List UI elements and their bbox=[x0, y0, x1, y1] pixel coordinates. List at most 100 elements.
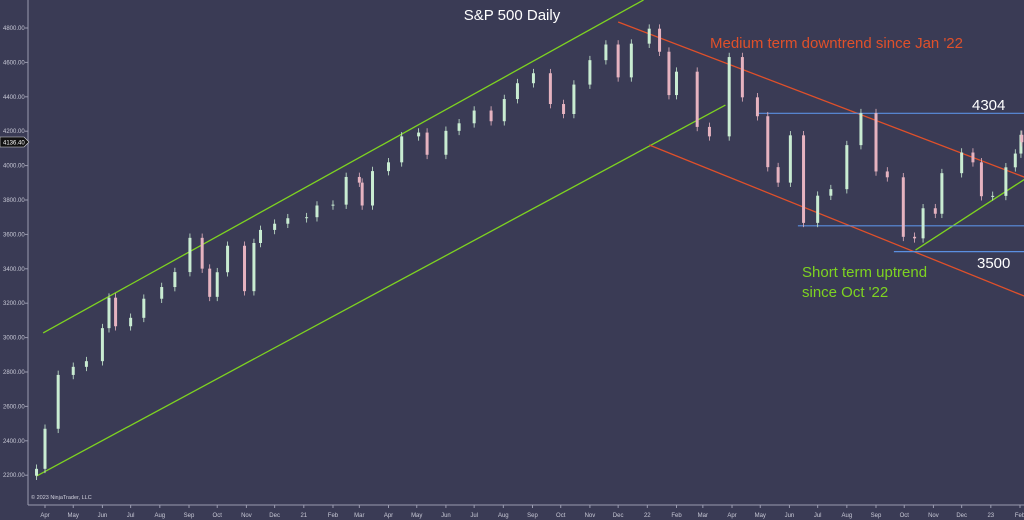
candle-body bbox=[562, 104, 566, 114]
x-tick-label: Feb bbox=[328, 513, 339, 519]
candle-body bbox=[991, 195, 995, 197]
candle-body bbox=[901, 177, 905, 237]
candle-body bbox=[315, 205, 319, 218]
candle-body bbox=[727, 57, 731, 137]
y-tick-label: 4600.00 bbox=[3, 60, 25, 66]
x-tick-label: Oct bbox=[213, 513, 223, 519]
candle-body bbox=[874, 113, 878, 172]
candle-body bbox=[674, 71, 678, 96]
candle-body bbox=[71, 366, 75, 375]
candle-body bbox=[215, 272, 219, 297]
y-tick-label: 3200.00 bbox=[3, 301, 25, 307]
candle-body bbox=[417, 132, 421, 137]
candle-body bbox=[515, 83, 519, 100]
y-tick-label: 2200.00 bbox=[3, 473, 25, 479]
candle-body bbox=[273, 223, 277, 230]
chart-title: S&P 500 Daily bbox=[464, 7, 561, 24]
x-tick-label: Mar bbox=[698, 513, 708, 519]
x-tick-label: Jul bbox=[470, 513, 478, 519]
candle-body bbox=[859, 113, 863, 146]
x-tick-label: May bbox=[755, 513, 766, 519]
y-tick-label: 3000.00 bbox=[3, 336, 25, 342]
x-tick-label: Jul bbox=[127, 513, 135, 519]
candle-body bbox=[371, 171, 375, 206]
x-tick-label: Apr bbox=[40, 513, 49, 519]
y-tick-label: 4400.00 bbox=[3, 95, 25, 101]
long-channel-upper-line bbox=[42, 0, 644, 334]
candle-body bbox=[243, 245, 247, 292]
candle-body bbox=[188, 237, 192, 273]
candle-body bbox=[960, 152, 964, 174]
candle-body bbox=[740, 57, 744, 98]
candle-body bbox=[802, 135, 806, 223]
x-tick-label: Oct bbox=[900, 513, 910, 519]
candle-body bbox=[160, 287, 164, 299]
annotation-uptrend-1: Short term uptrend bbox=[802, 264, 927, 281]
candle-body bbox=[400, 136, 404, 163]
x-tick-label: Sep bbox=[527, 513, 538, 519]
candle-body bbox=[755, 97, 759, 117]
level-label-3500: 3500 bbox=[977, 255, 1010, 272]
candle-body bbox=[940, 173, 944, 214]
y-tick-label: 4000.00 bbox=[3, 164, 25, 170]
candle-body bbox=[1004, 167, 1008, 196]
x-tick-label: 22 bbox=[644, 513, 651, 519]
candle-body bbox=[107, 297, 111, 329]
candle-body bbox=[667, 51, 671, 96]
candle-body bbox=[885, 171, 889, 178]
copyright: © 2023 NinjaTrader, LLC bbox=[31, 494, 92, 501]
x-tick-label: 23 bbox=[987, 513, 994, 519]
candle-body bbox=[933, 208, 937, 214]
x-tick-label: Aug bbox=[154, 513, 165, 519]
candle-body bbox=[357, 176, 361, 183]
x-tick-label: Feb bbox=[671, 513, 682, 519]
y-tick-label: 2400.00 bbox=[3, 439, 25, 445]
candle-body bbox=[200, 237, 204, 269]
x-tick-label: Mar bbox=[354, 513, 364, 519]
x-tick-label: Dec bbox=[956, 513, 967, 519]
candle-body bbox=[208, 268, 212, 297]
last-price-label: 4136.40 bbox=[3, 141, 25, 147]
x-tick-label: May bbox=[411, 513, 422, 519]
candle-body bbox=[226, 245, 230, 273]
last-price-tag: 4136.40 bbox=[0, 136, 30, 148]
candle-body bbox=[331, 204, 335, 206]
y-tick-label: 3600.00 bbox=[3, 232, 25, 238]
medium-downtrend-upper-line bbox=[617, 21, 1024, 178]
level-label-4304: 4304 bbox=[972, 97, 1005, 114]
candle-body bbox=[387, 162, 391, 172]
x-tick-label: Sep bbox=[871, 513, 882, 519]
x-tick-label: Aug bbox=[841, 513, 852, 519]
candle-body bbox=[788, 135, 792, 183]
candle-body bbox=[604, 44, 608, 61]
x-tick-label: Apr bbox=[384, 513, 393, 519]
x-tick-label: Sep bbox=[184, 513, 195, 519]
candle-body bbox=[252, 243, 256, 292]
x-tick-label: 21 bbox=[300, 513, 307, 519]
y-tick-label: 4800.00 bbox=[3, 26, 25, 32]
y-tick-label: 2600.00 bbox=[3, 404, 25, 410]
x-tick-label: Jul bbox=[814, 513, 822, 519]
candle-body bbox=[489, 110, 493, 122]
medium-downtrend-lower-line bbox=[648, 144, 1024, 297]
candle-body bbox=[829, 189, 833, 196]
candle-body bbox=[100, 328, 104, 362]
candle-body bbox=[305, 217, 309, 219]
candle-body bbox=[616, 44, 620, 78]
candle-body bbox=[173, 272, 177, 288]
candle-body bbox=[548, 73, 552, 105]
candle-body bbox=[816, 195, 820, 223]
candle-body bbox=[472, 110, 476, 124]
short-uptrend-line bbox=[915, 178, 1024, 251]
candle-body bbox=[766, 116, 770, 168]
candle-body bbox=[457, 123, 461, 131]
candle-body bbox=[114, 297, 118, 327]
x-tick-label: Jun bbox=[441, 513, 451, 519]
annotation-downtrend: Medium term downtrend since Jan '22 bbox=[710, 35, 963, 52]
candle-body bbox=[142, 298, 146, 318]
candle-body bbox=[1019, 134, 1023, 154]
candle-body bbox=[979, 162, 983, 197]
candle-body bbox=[845, 145, 849, 190]
x-tick-label: Dec bbox=[269, 513, 280, 519]
candle-body bbox=[1013, 153, 1017, 168]
